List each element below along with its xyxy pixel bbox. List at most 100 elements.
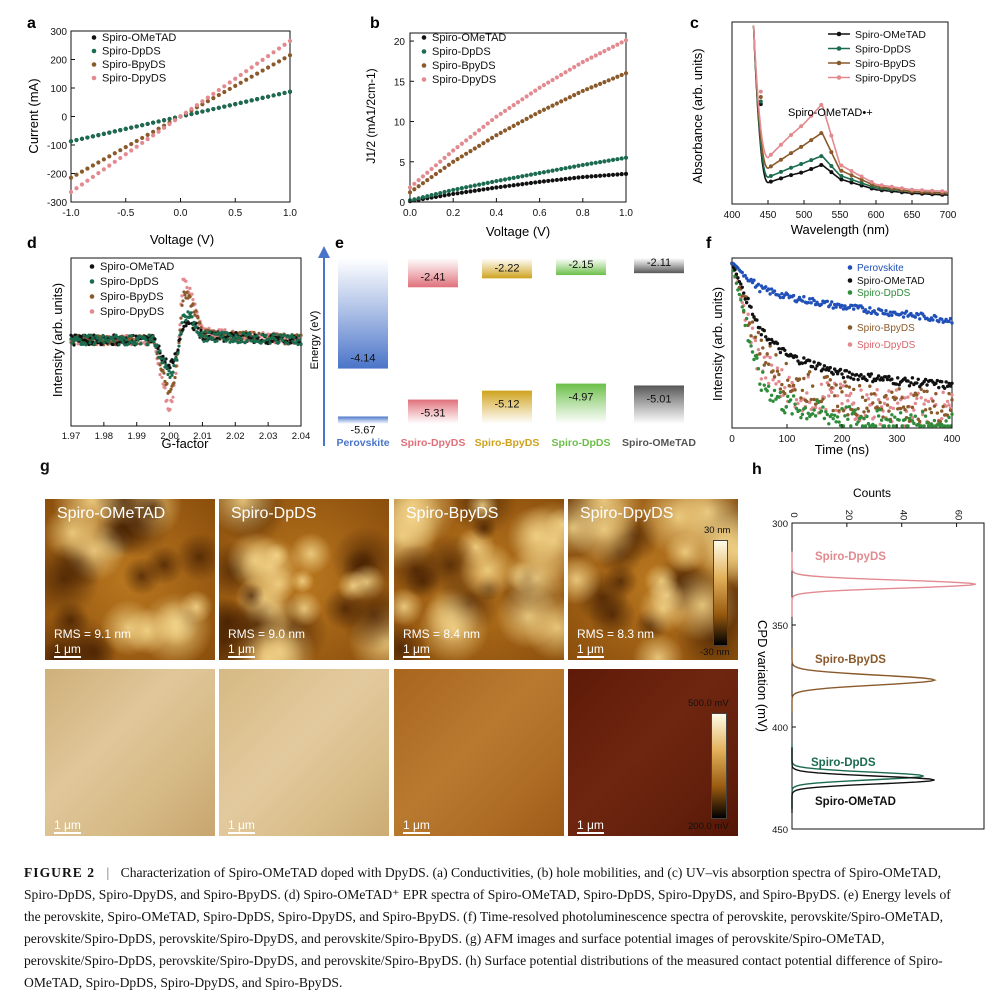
data-point	[593, 160, 598, 165]
data-point	[576, 175, 581, 180]
data-point	[446, 162, 451, 167]
data-point	[623, 38, 629, 43]
data-point	[229, 334, 233, 338]
data-point	[260, 332, 264, 337]
data-point	[866, 310, 871, 314]
data-point	[931, 399, 935, 403]
data-point	[515, 121, 521, 126]
data-point	[841, 384, 846, 388]
data-point	[841, 375, 846, 380]
data-point	[896, 407, 900, 411]
data-point	[134, 138, 139, 144]
data-point	[68, 139, 74, 144]
data-point	[771, 378, 775, 382]
data-point	[822, 416, 827, 421]
data-point	[797, 377, 802, 381]
data-point	[127, 337, 131, 341]
data-point	[800, 388, 805, 393]
data-point	[768, 341, 772, 346]
data-point	[813, 402, 818, 406]
scale-bar: 1 μm	[403, 642, 430, 658]
data-point	[787, 375, 791, 380]
data-point	[869, 180, 874, 185]
data-point	[742, 291, 746, 295]
data-point	[602, 173, 607, 178]
data-point	[498, 130, 503, 135]
data-point	[182, 290, 186, 294]
tick-label: 1.99	[127, 431, 146, 442]
data-point	[859, 373, 863, 377]
data-point	[191, 302, 195, 306]
data-point	[923, 414, 928, 418]
data-point	[922, 314, 926, 318]
data-point	[228, 340, 232, 344]
material-label: Spiro-DpDS	[552, 437, 611, 449]
data-point	[181, 299, 185, 303]
data-point	[124, 338, 128, 342]
data-point	[840, 406, 844, 411]
data-point	[901, 405, 906, 409]
material-label: Spiro-BpyDS	[475, 437, 540, 449]
data-point	[759, 332, 764, 337]
data-point	[257, 331, 261, 335]
legend-marker	[847, 325, 853, 330]
y-axis-label: Current (mA)	[26, 78, 41, 153]
data-point	[161, 125, 167, 130]
data-point	[841, 307, 846, 311]
data-point	[585, 87, 590, 92]
data-point	[158, 363, 162, 367]
series-label: Spiro-OMeTAD	[815, 796, 896, 808]
data-point	[789, 151, 794, 156]
data-point	[891, 424, 896, 428]
data-point	[194, 110, 200, 115]
data-point	[900, 424, 904, 428]
data-point	[200, 99, 205, 104]
data-point	[794, 406, 799, 411]
series-label: Spiro-BpyDS	[815, 654, 886, 666]
data-point	[74, 137, 79, 143]
tick-label: 2.00	[160, 431, 179, 442]
data-point	[206, 336, 210, 340]
data-point	[903, 376, 907, 380]
data-point	[898, 406, 903, 411]
data-point	[129, 125, 134, 130]
data-point	[101, 157, 106, 162]
data-point	[764, 335, 768, 339]
data-point	[777, 379, 781, 384]
data-point	[140, 123, 145, 128]
data-point	[101, 167, 106, 172]
data-point	[407, 190, 413, 195]
data-point	[249, 65, 254, 70]
data-point	[420, 195, 426, 200]
tick-label: 1.0	[619, 208, 633, 219]
data-point	[871, 401, 875, 405]
data-point	[185, 290, 189, 295]
data-point	[170, 400, 174, 404]
tick-label: 0.2	[446, 208, 460, 219]
data-point	[123, 152, 128, 157]
data-point	[79, 182, 85, 187]
data-point	[766, 381, 771, 386]
data-point	[915, 381, 919, 385]
data-point	[809, 113, 814, 118]
data-point	[615, 172, 620, 177]
data-point	[153, 337, 157, 341]
data-point	[459, 190, 464, 195]
tick-label: 450	[772, 825, 788, 836]
kpfm-colorbar	[711, 713, 727, 819]
data-point	[872, 415, 876, 419]
data-point	[778, 350, 783, 355]
data-point	[520, 174, 525, 179]
data-point	[606, 158, 611, 163]
data-point	[948, 316, 953, 321]
data-point	[762, 383, 766, 387]
data-point	[860, 306, 865, 310]
data-point	[151, 120, 156, 125]
data-point	[204, 334, 208, 338]
data-point	[192, 320, 196, 324]
data-point	[942, 424, 947, 428]
tick-label: 2.04	[292, 431, 310, 442]
data-point	[184, 279, 188, 283]
data-point	[455, 157, 460, 162]
tick-label: 10	[394, 118, 406, 129]
